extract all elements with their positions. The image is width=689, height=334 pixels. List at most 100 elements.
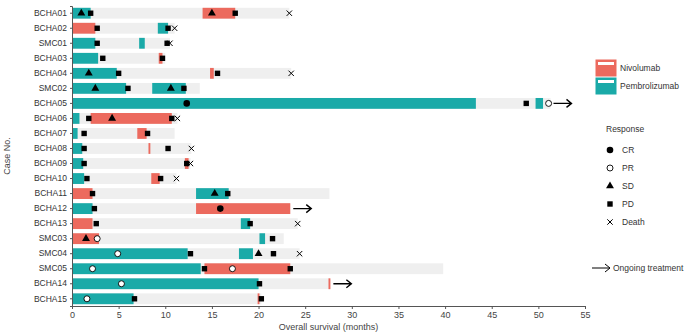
y-tick-label: SMC02 (39, 83, 68, 93)
y-tick-mark (70, 58, 72, 59)
x-tick: 35 (394, 306, 404, 320)
x-tick: 45 (487, 306, 497, 320)
legend-label: PR (622, 163, 634, 173)
response-marker (84, 296, 90, 302)
y-tick-label: BCHA08 (34, 143, 67, 153)
survival-bar (72, 233, 284, 244)
x-tick-label: 0 (70, 310, 75, 320)
treatment-segment (72, 113, 79, 124)
x-tick-label: 45 (487, 310, 497, 320)
y-tick: BCHA05 (34, 98, 72, 108)
y-tick-label: SMC04 (39, 248, 68, 258)
response-marker (183, 100, 190, 107)
y-tick-label: BCHA06 (34, 113, 67, 123)
x-tick: 5 (117, 306, 122, 320)
response-marker (287, 11, 292, 16)
response-marker (88, 11, 93, 16)
response-marker (233, 11, 238, 16)
response-marker (169, 116, 174, 121)
y-tick-label: BCHA02 (34, 23, 67, 33)
y-tick: SMC05 (39, 263, 72, 273)
y-tick-mark (70, 103, 72, 104)
treatment-segment (72, 83, 126, 94)
treatment-segment (239, 248, 253, 259)
response-marker (145, 131, 150, 136)
response-marker (189, 146, 194, 151)
response-marker (160, 56, 165, 61)
treatment-segment (329, 278, 331, 289)
response-marker (257, 281, 262, 286)
treatment-segment (196, 188, 229, 199)
survival-bar (72, 188, 329, 199)
response-marker (94, 236, 100, 242)
x-tick-label: 35 (394, 310, 404, 320)
response-marker (91, 84, 99, 91)
x-tick-mark (352, 306, 353, 309)
response-marker (100, 56, 105, 61)
treatment-segment (72, 203, 93, 214)
response-marker (85, 69, 93, 76)
response-marker (172, 26, 177, 31)
x-tick-label: 15 (207, 310, 217, 320)
response-marker (215, 71, 220, 76)
survival-bar (72, 278, 330, 289)
y-tick: BCHA12 (34, 203, 72, 213)
ongoing-arrow (333, 280, 351, 288)
treatment-segment (72, 68, 117, 79)
survival-bar (72, 113, 177, 124)
response-marker (115, 251, 121, 257)
legend-label: Pembrolizumab (620, 81, 679, 91)
x-tick-mark (492, 306, 493, 309)
response-marker (164, 41, 169, 46)
y-tick-label: BCHA05 (34, 98, 67, 108)
x-tick-mark (305, 306, 306, 309)
y-tick: BCHA10 (34, 173, 72, 183)
response-marker (167, 84, 175, 91)
response-marker (77, 9, 85, 16)
y-tick: SMC03 (39, 233, 72, 243)
legend-title: Response (606, 124, 645, 134)
response-marker (295, 221, 300, 226)
y-tick-mark (70, 133, 72, 134)
y-tick-label: BCHA07 (34, 128, 67, 138)
y-tick-mark (70, 148, 72, 149)
y-tick-label: BCHA11 (35, 188, 68, 198)
y-tick-mark (70, 43, 72, 44)
response-marker (225, 191, 230, 196)
x-axis: 0510152025303540455055 (70, 306, 591, 320)
legend-swatch-highlight (598, 62, 614, 65)
response-marker (165, 26, 170, 31)
y-axis: BCHA01BCHA02SMC01BCHA03BCHA04SMC02BCHA05… (34, 7, 73, 307)
survival-bar (72, 203, 290, 214)
response-marker (288, 266, 293, 271)
x-tick-label: 30 (347, 310, 357, 320)
y-axis-title: Case No. (2, 137, 12, 175)
y-tick-label: BCHA15 (34, 294, 67, 304)
y-tick-mark (70, 253, 72, 254)
response-marker (271, 251, 276, 256)
legend-marker (606, 181, 614, 188)
y-tick-mark (70, 223, 72, 224)
x-tick: 15 (207, 306, 217, 320)
response-marker (92, 206, 97, 211)
treatment-segment (148, 143, 150, 154)
y-tick: SMC02 (39, 83, 72, 93)
response-marker (202, 266, 207, 271)
response-marker (81, 146, 86, 151)
x-tick-mark (445, 306, 446, 309)
treatment-segment (210, 68, 214, 79)
y-tick-label: BCHA03 (34, 53, 67, 63)
x-tick: 20 (254, 306, 264, 320)
plot-marks (72, 8, 571, 304)
response-marker (247, 221, 252, 226)
response-marker (158, 176, 163, 181)
x-axis-title: Overall survival (months) (279, 322, 379, 332)
y-tick: BCHA02 (34, 23, 72, 33)
response-marker (208, 9, 216, 16)
x-tick: 40 (441, 306, 451, 320)
x-tick-mark (538, 306, 539, 309)
y-tick: BCHA07 (34, 128, 72, 138)
legend-marker (607, 219, 612, 224)
legend-label: Nivolumab (620, 63, 660, 73)
response-marker (255, 249, 263, 256)
